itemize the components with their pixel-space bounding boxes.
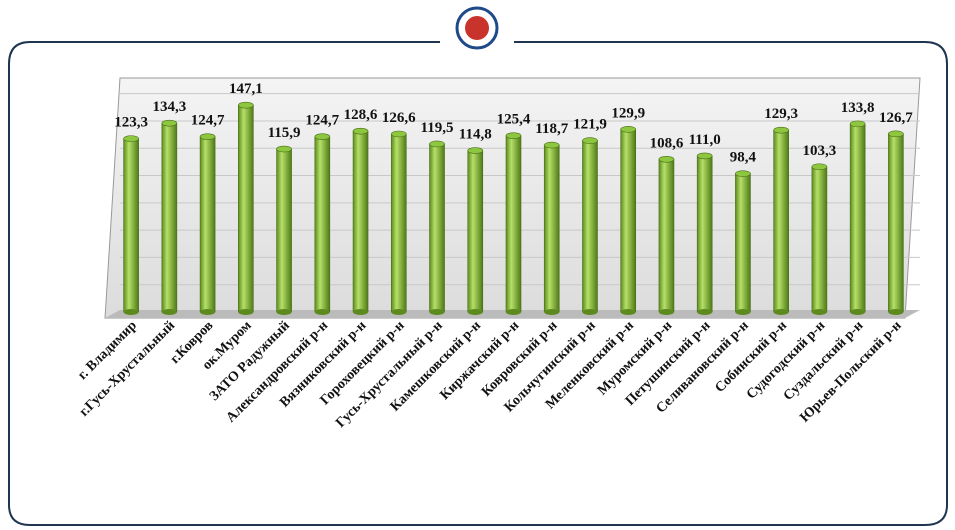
bar-base bbox=[735, 309, 751, 315]
bar-top bbox=[314, 133, 331, 140]
bar-top bbox=[505, 132, 522, 139]
bar bbox=[314, 136, 331, 313]
value-label: 124,7 bbox=[191, 113, 225, 129]
bar bbox=[467, 150, 484, 313]
logo-center bbox=[465, 16, 489, 40]
bar-base bbox=[850, 309, 866, 315]
bar-top bbox=[620, 126, 637, 133]
bar-top bbox=[543, 141, 560, 149]
bar-top bbox=[582, 137, 598, 144]
value-label: 111,0 bbox=[689, 132, 721, 148]
bar-top bbox=[199, 133, 216, 140]
bar bbox=[773, 129, 789, 313]
bar-base bbox=[123, 309, 139, 315]
bar-top bbox=[811, 163, 828, 171]
bar bbox=[849, 123, 866, 313]
bar bbox=[543, 144, 560, 313]
bar-base bbox=[200, 309, 216, 315]
bar-base bbox=[582, 309, 598, 315]
value-label: 126,6 bbox=[382, 110, 416, 126]
value-label: 118,7 bbox=[535, 121, 568, 137]
bar bbox=[429, 143, 445, 313]
bar-base bbox=[658, 309, 674, 315]
frame bbox=[8, 41, 948, 526]
bar bbox=[238, 104, 254, 313]
value-label: 129,3 bbox=[764, 106, 798, 122]
bar-base bbox=[391, 309, 407, 315]
bar-top bbox=[658, 156, 675, 163]
bar-top bbox=[773, 126, 789, 134]
bar-base bbox=[429, 309, 445, 315]
bar-top bbox=[735, 170, 751, 177]
bar-base bbox=[544, 309, 560, 315]
bar bbox=[199, 136, 216, 313]
value-label: 115,9 bbox=[268, 125, 301, 141]
bar bbox=[505, 135, 522, 313]
value-label: 124,7 bbox=[305, 113, 339, 129]
bar-base bbox=[276, 309, 292, 315]
bar bbox=[390, 133, 407, 313]
bar-base bbox=[467, 309, 483, 315]
value-label: 108,6 bbox=[650, 135, 684, 151]
bar-top bbox=[352, 127, 369, 135]
bar bbox=[735, 173, 751, 313]
bar-base bbox=[888, 309, 904, 315]
bar-top bbox=[238, 101, 254, 109]
bar-base bbox=[773, 309, 789, 315]
value-label: 114,8 bbox=[459, 127, 492, 143]
value-label: 129,9 bbox=[611, 105, 645, 121]
bar-base bbox=[811, 309, 827, 315]
bar-base bbox=[161, 309, 177, 315]
bar-base bbox=[238, 309, 254, 315]
bar-top bbox=[888, 130, 904, 138]
value-label: 125,4 bbox=[497, 112, 531, 128]
value-label: 134,3 bbox=[152, 99, 186, 115]
value-label: 119,5 bbox=[421, 120, 454, 136]
bar bbox=[582, 140, 598, 313]
bar bbox=[696, 155, 713, 313]
bar-top bbox=[849, 120, 866, 128]
bar-top bbox=[429, 140, 445, 148]
bar-top bbox=[123, 135, 139, 142]
bar-top bbox=[276, 145, 292, 153]
bar-base bbox=[697, 309, 713, 315]
value-label: 121,9 bbox=[573, 117, 607, 133]
value-label: 133,8 bbox=[841, 100, 875, 116]
bar bbox=[123, 138, 139, 313]
bar bbox=[620, 129, 637, 313]
bar-top bbox=[696, 152, 713, 160]
bar-base bbox=[353, 309, 369, 315]
value-label: 103,3 bbox=[803, 143, 837, 159]
value-label: 128,6 bbox=[344, 107, 378, 123]
bar bbox=[276, 148, 292, 313]
value-label: 98,4 bbox=[730, 150, 757, 166]
bar-top bbox=[467, 147, 484, 154]
bar-base bbox=[620, 309, 636, 315]
bar-base bbox=[506, 309, 521, 315]
bar-base bbox=[314, 309, 330, 315]
bar-top bbox=[390, 130, 407, 138]
value-label: 147,1 bbox=[229, 81, 263, 97]
bar bbox=[161, 122, 178, 313]
value-label: 123,3 bbox=[114, 115, 148, 131]
bar bbox=[658, 159, 675, 313]
bar bbox=[352, 130, 369, 313]
bar bbox=[888, 133, 904, 313]
bar bbox=[811, 166, 828, 313]
value-label: 126,7 bbox=[879, 110, 913, 126]
bar-top bbox=[161, 119, 178, 127]
